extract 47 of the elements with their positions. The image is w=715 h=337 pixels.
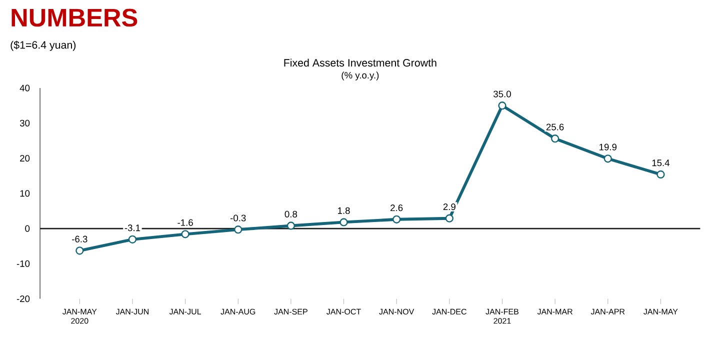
point [286,221,296,230]
text: -1.6 [178,219,193,226]
x-tick-label: JAN-NOV [379,308,414,314]
point [234,225,242,234]
x-tick-label: JAN-SEP [274,308,308,314]
y-tick-label: 20 [20,154,30,162]
text: 2.9 [443,203,456,210]
point [550,134,560,142]
text: -6.3 [72,236,88,242]
text: ($1=6.4 yuan) [10,40,76,51]
point [128,235,137,244]
point [656,170,665,178]
y-tick-label: 0 [25,225,30,232]
x-tick-label: JAN-AUG [220,308,256,314]
y-tick-label: -10 [16,260,30,267]
text: -3.1 [124,224,140,231]
y-tick-label: 10 [20,190,30,196]
text: 19.9 [600,144,617,150]
chart-title: Fixed Assets Investment Growth [284,58,436,66]
x-tick-label: JAN-JUN [116,308,148,314]
point [392,215,401,224]
chart-subtitle: (% y.o.y.) [342,71,379,80]
x-tick-label: JAN-DEC [432,308,466,314]
text: 15.4 [652,159,670,166]
text: 25.6 [546,124,564,130]
point [76,246,84,254]
text: 0.8 [284,210,298,218]
x-tick-label: JAN-APR [590,308,625,314]
text: -0.3 [230,214,246,222]
x-tick-label: JAN-JUL [169,308,202,314]
y-tick-label: 40 [20,84,30,92]
point [604,154,612,162]
text: 2.6 [390,204,403,211]
x-tick-label: JAN-MAY [644,308,678,314]
y-tick-label: 30 [20,120,30,126]
y-tick-label: -20 [16,295,30,302]
point [498,101,506,110]
point [445,214,454,222]
x-tick-label: JAN-FEB 2021 [486,308,518,324]
point [340,218,348,226]
point [181,230,190,238]
x-tick-label: JAN-MAY 2020 [62,308,97,324]
text: NUMBERS [12,8,138,26]
text: 35.0 [494,90,511,98]
x-tick-label: JAN-MAR [537,308,572,314]
text: 1.8 [338,207,350,214]
x-tick-label: JAN-OCT [326,308,361,314]
